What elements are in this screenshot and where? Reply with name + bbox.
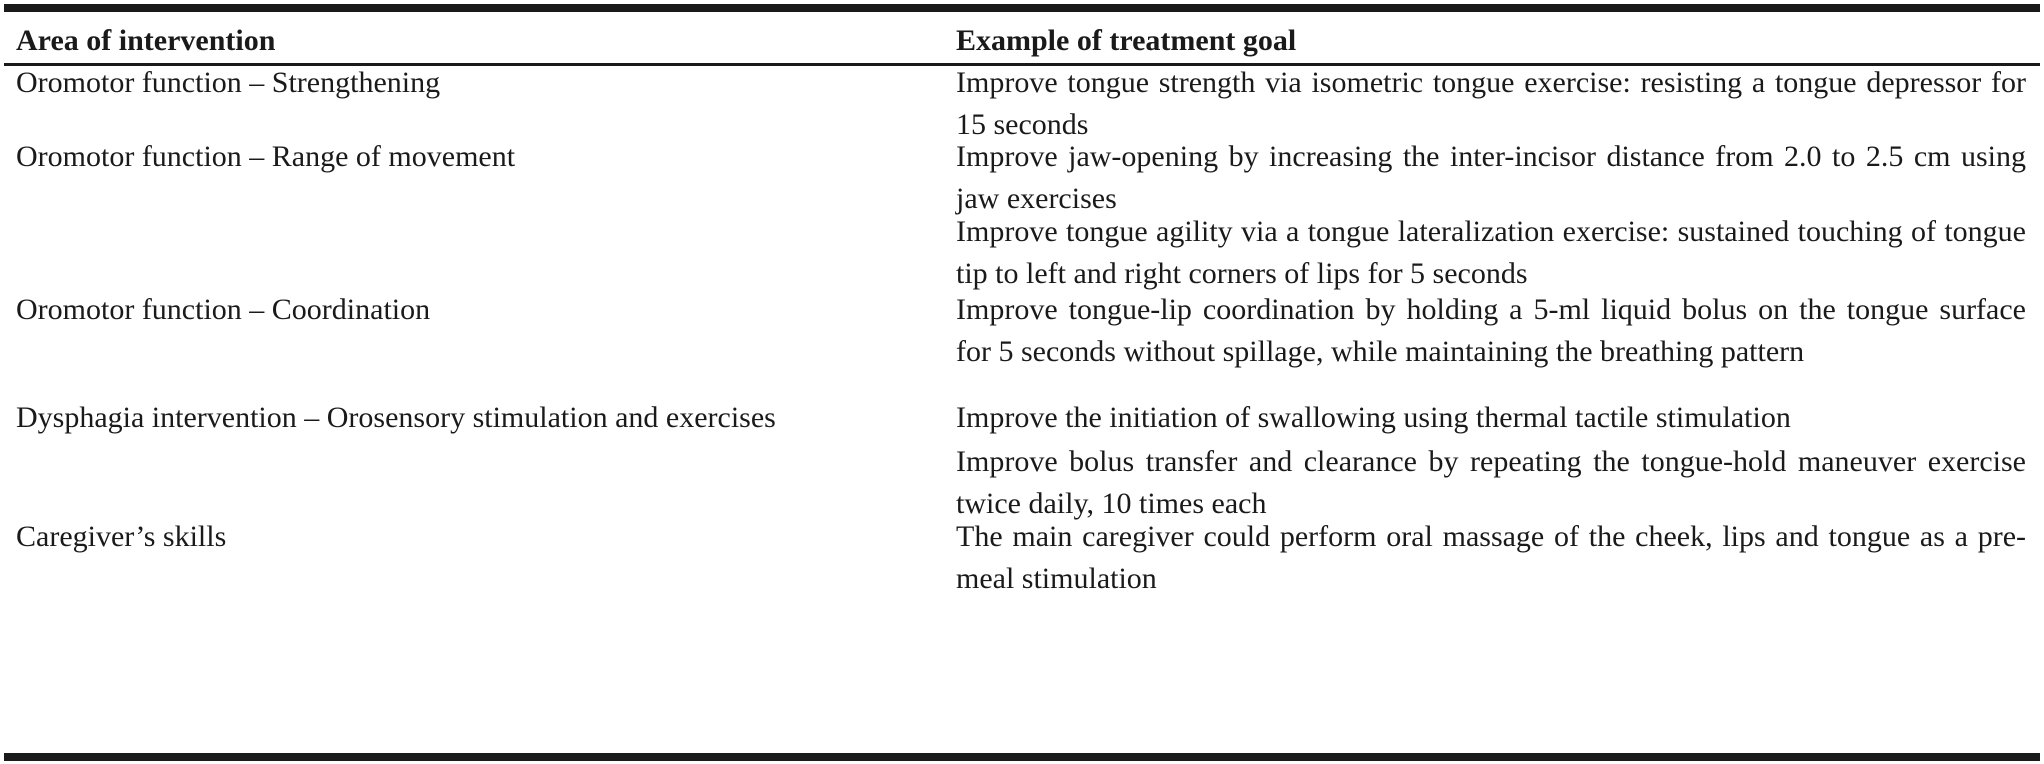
treatment-goals-table: Area of intervention Example of treatmen… xyxy=(4,4,2040,761)
goal-cell: The main caregiver could perform oral ma… xyxy=(956,520,2026,595)
area-cell: Oromotor function – Coordination xyxy=(16,293,431,326)
goal-cell: Improve tongue strength via isometric to… xyxy=(956,66,2026,141)
goal-cell: Improve tongue agility via a tongue late… xyxy=(956,215,2026,290)
area-cell: Caregiver’s skills xyxy=(16,520,227,553)
goal-cell: Improve tongue-lip coordination by holdi… xyxy=(956,293,2026,368)
header-area-of-intervention: Area of intervention xyxy=(16,24,276,57)
area-cell: Oromotor function – Strengthening xyxy=(16,66,441,99)
goal-cell: Improve the initiation of swallowing usi… xyxy=(956,401,1791,434)
goal-cell: Improve bolus transfer and clearance by … xyxy=(956,445,2026,520)
table-top-rule xyxy=(4,4,2040,12)
header-example-of-treatment-goal: Example of treatment goal xyxy=(956,24,1297,57)
area-cell: Dysphagia intervention – Orosensory stim… xyxy=(16,401,776,434)
area-cell: Oromotor function – Range of movement xyxy=(16,140,516,173)
header-rule xyxy=(4,63,2040,66)
goal-cell: Improve jaw-opening by increasing the in… xyxy=(956,140,2026,215)
table-bottom-rule xyxy=(4,753,2040,761)
